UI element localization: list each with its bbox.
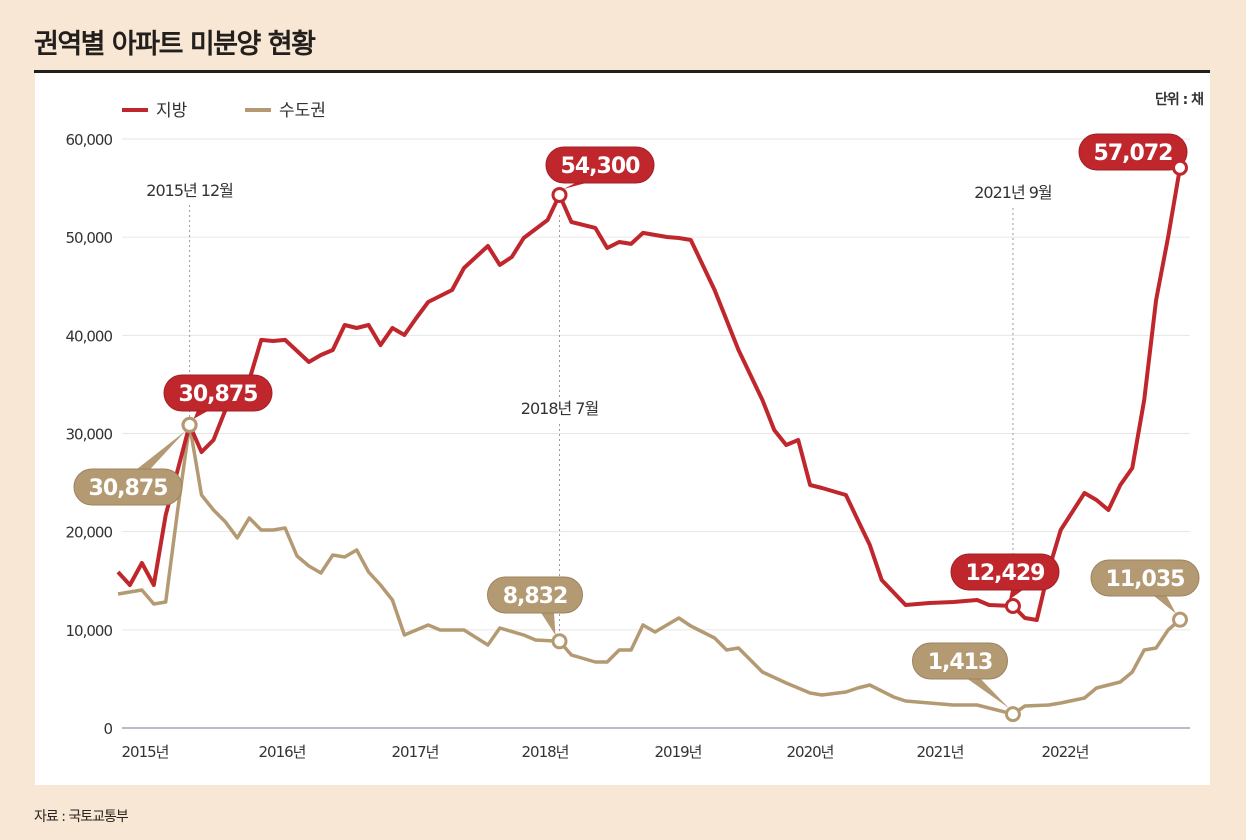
callout-value: 11,035: [1106, 567, 1185, 592]
callout-pointer: [1151, 594, 1176, 614]
x-tick-label: 2021년: [917, 743, 964, 761]
y-tick-label: 40,000: [66, 327, 113, 345]
callout-pointer: [539, 611, 556, 636]
y-tick-label: 20,000: [66, 524, 113, 542]
callout-bubble: [912, 642, 1008, 680]
data-point-marker: [1004, 706, 1021, 723]
x-tick-label: 2020년: [787, 743, 834, 761]
data-point-marker: [551, 186, 568, 203]
annotation-label: 2015년 12월: [146, 181, 233, 200]
data-point-marker: [551, 633, 568, 650]
series-line-sudogwon: [117, 423, 1182, 716]
callout-bubble: [545, 146, 655, 184]
data-point-marker: [1004, 597, 1021, 614]
y-tick-label: 50,000: [66, 229, 113, 247]
data-point-marker: [1172, 159, 1188, 176]
callout-value: 1,413: [928, 650, 993, 675]
annotation-label: 2018년 7월: [521, 399, 599, 418]
source-note: 자료 : 국토교통부: [34, 809, 129, 825]
y-tick-label: 0: [103, 720, 112, 738]
y-tick-label: 60,000: [66, 131, 113, 149]
callout-bubble: [163, 374, 273, 412]
callout-value: 30,875: [89, 476, 168, 501]
y-tick-label: 30,000: [66, 426, 113, 444]
x-tick-label: 2016년: [259, 743, 306, 761]
x-tick-label: 2017년: [392, 743, 439, 761]
callout-bubble: [73, 468, 183, 506]
callout-bubble: [487, 576, 583, 614]
callout-bubble: [1090, 559, 1200, 597]
callout-bubble: [1078, 133, 1188, 171]
series-line-jibang: [116, 167, 1182, 622]
title-rule: [34, 70, 1210, 73]
callout-value: 54,300: [561, 154, 641, 179]
unit-label: 단위 : 채: [1155, 91, 1203, 108]
callout-pointer: [964, 677, 1009, 709]
callout-value: 57,072: [1094, 141, 1173, 166]
callout-value: 12,429: [966, 561, 1045, 586]
chart-title: 권역별 아파트 미분양 현황: [34, 29, 316, 60]
callout-pointer: [134, 430, 186, 471]
x-tick-label: 2019년: [655, 743, 702, 761]
callout-bubble: [950, 553, 1060, 591]
chart-panel: [35, 73, 1210, 785]
x-tick-label: 2015년: [122, 743, 169, 761]
legend-label: 수도권: [279, 101, 326, 121]
y-tick-label: 10,000: [66, 622, 113, 640]
callout-value: 30,875: [179, 382, 258, 407]
callout-pointer: [1008, 588, 1026, 600]
callout-value: 8,832: [503, 584, 568, 609]
annotation-label: 2021년 9월: [974, 183, 1052, 202]
data-point-marker: [1172, 611, 1188, 628]
x-tick-label: 2018년: [522, 743, 569, 761]
data-point-marker: [181, 416, 198, 433]
legend-label: 지방: [156, 101, 188, 121]
callout-pointer: [563, 181, 594, 189]
x-tick-label: 2022년: [1042, 743, 1089, 761]
